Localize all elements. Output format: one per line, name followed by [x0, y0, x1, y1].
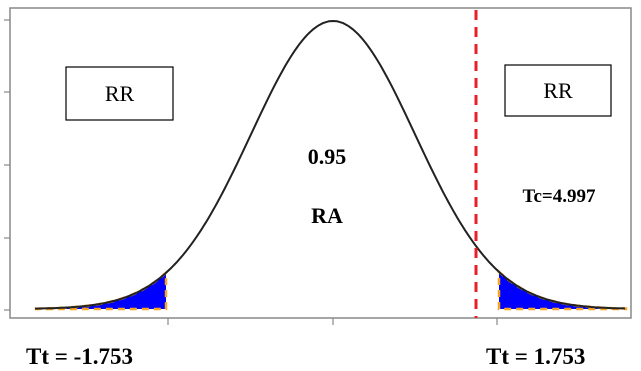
x-axis-ticks — [167, 318, 498, 325]
right-rejection-box: RR — [504, 64, 612, 117]
left-rejection-box: RR — [65, 66, 174, 121]
tt-right-label: Tt = 1.753 — [486, 344, 585, 369]
tt-left-label: Tt = -1.753 — [26, 344, 133, 369]
y-axis-ticks — [4, 19, 10, 311]
right-rejection-label: RR — [543, 78, 573, 103]
normal-curve — [35, 19, 626, 310]
plot-frame — [9, 7, 632, 319]
acceptance-label: RA — [311, 203, 343, 228]
left-rejection-label: RR — [105, 81, 135, 106]
tc-label: Tc=4.997 — [523, 186, 596, 207]
confidence-value: 0.95 — [308, 144, 347, 169]
